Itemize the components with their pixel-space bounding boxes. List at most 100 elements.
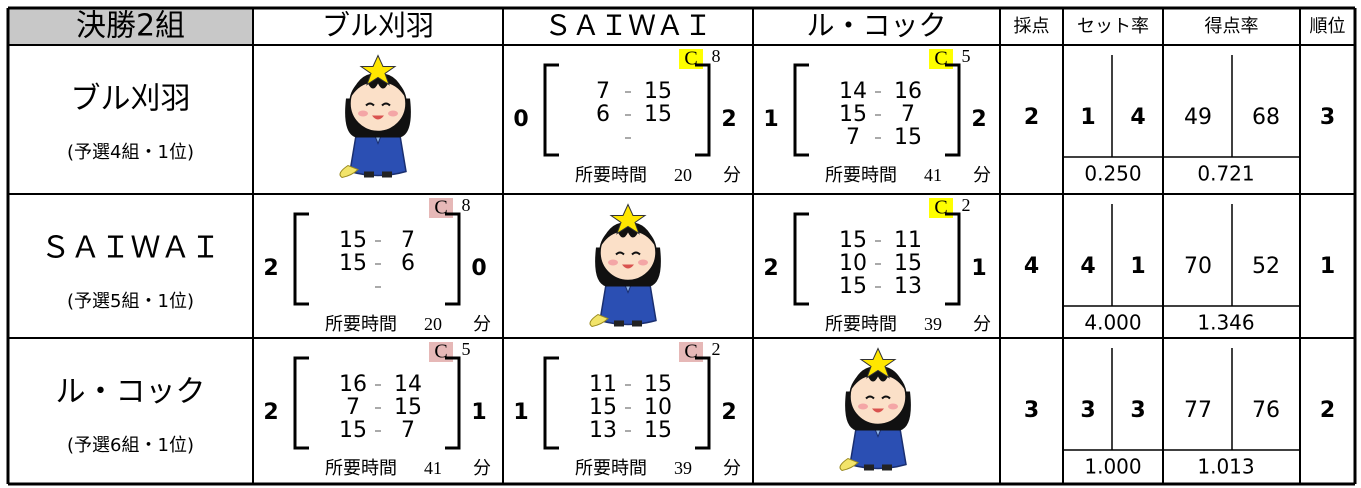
game-score: 15 [894,125,922,150]
bracket-left [793,212,809,306]
sets-lost: 2 [721,107,736,132]
court-letter: C [934,48,947,70]
court-number: 2 [962,195,971,215]
court-letter: C [434,341,447,363]
game-score: 13 [894,274,922,299]
sets-lost: 2 [971,107,986,132]
time-label: 所要時間 [575,165,647,185]
sets-won: 1 [513,400,528,425]
game-score: 7 [401,228,415,253]
set-rate: 0.250 [1084,162,1141,186]
bracket-right [945,212,961,306]
game-score: 10 [644,395,672,420]
time-label: 所要時間 [325,314,397,334]
match-points: 4 [1024,254,1039,279]
bracket-left [543,63,559,157]
bracket-left [293,212,309,306]
sets-lost-total: 4 [1130,105,1145,130]
game-score: 10 [839,251,867,276]
point-rate: 1.346 [1197,311,1254,335]
points-for: 77 [1184,398,1212,423]
sets-won-total: 4 [1080,254,1095,279]
sets-won: 2 [763,256,778,281]
court-letter: C [684,48,697,70]
game-score: 7 [846,125,860,150]
court-letter: C [434,197,447,219]
sets-lost: 0 [471,256,486,281]
court-letter: C [684,341,697,363]
time-label: 所要時間 [825,314,897,334]
bracket-left [543,356,559,450]
match-minutes: 39 [924,314,942,334]
game-score: 15 [339,228,367,253]
sets-lost: 1 [971,256,986,281]
game-score: 16 [894,79,922,104]
game-score: 7 [596,79,610,104]
game-score: 16 [339,372,367,397]
game-score: 7 [401,418,415,443]
minutes-unit: 分 [473,314,491,334]
column-header: 得点率 [1205,16,1259,37]
points-for: 70 [1184,254,1212,279]
sets-won: 2 [263,400,278,425]
bracket-left [293,356,309,450]
column-header: ブル刈羽 [322,9,434,42]
game-score: 15 [839,274,867,299]
team-qualifier: (予選6組・1位) [67,435,194,456]
minutes-unit: 分 [973,165,991,185]
game-score: 15 [644,418,672,443]
game-score: 15 [644,102,672,127]
match-minutes: 41 [424,458,442,478]
sets-won: 1 [763,107,778,132]
points-for: 49 [1184,105,1212,130]
rank: 1 [1320,254,1335,279]
minutes-unit: 分 [723,458,741,478]
mascot [838,347,912,472]
sets-lost: 1 [471,400,486,425]
rank: 3 [1320,105,1335,130]
set-rate: 1.000 [1084,455,1141,479]
match-points: 3 [1024,398,1039,423]
minutes-unit: 分 [473,458,491,478]
match-minutes: 20 [424,314,442,334]
match-minutes: 39 [674,458,692,478]
column-header: 採点 [1014,16,1050,37]
table-title: 決勝2組 [76,9,185,44]
mascot [338,54,412,179]
bracket-left [793,63,809,157]
header-title-cell [8,8,253,45]
game-score: 15 [644,372,672,397]
game-score: 11 [589,372,617,397]
sets-lost-total: 3 [1130,398,1145,423]
game-score: 7 [901,102,915,127]
bracket-right [695,356,711,450]
game-score: 7 [346,395,360,420]
match-points: 2 [1024,105,1039,130]
points-against: 68 [1252,105,1280,130]
team-qualifier: (予選4組・1位) [67,142,194,163]
points-against: 76 [1252,398,1280,423]
court-number: 2 [712,339,721,359]
game-score: 15 [644,79,672,104]
bracket-right [445,356,461,450]
game-score: 15 [394,395,422,420]
team-name: ＳＡＩＷＡＩ [41,231,221,266]
match-minutes: 20 [674,165,692,185]
court-number: 5 [962,46,971,66]
time-label: 所要時間 [325,458,397,478]
game-score: 15 [589,395,617,420]
team-qualifier: (予選5組・1位) [67,291,194,312]
game-score: 14 [839,79,867,104]
game-score: 15 [839,228,867,253]
sets-lost-total: 1 [1130,254,1145,279]
sets-won-total: 1 [1080,105,1095,130]
rank: 2 [1320,398,1335,423]
game-score: 15 [339,251,367,276]
bracket-right [945,63,961,157]
minutes-unit: 分 [973,314,991,334]
point-rate: 1.013 [1197,455,1254,479]
team-name: ブル刈羽 [71,82,191,117]
sets-won-total: 3 [1080,398,1095,423]
